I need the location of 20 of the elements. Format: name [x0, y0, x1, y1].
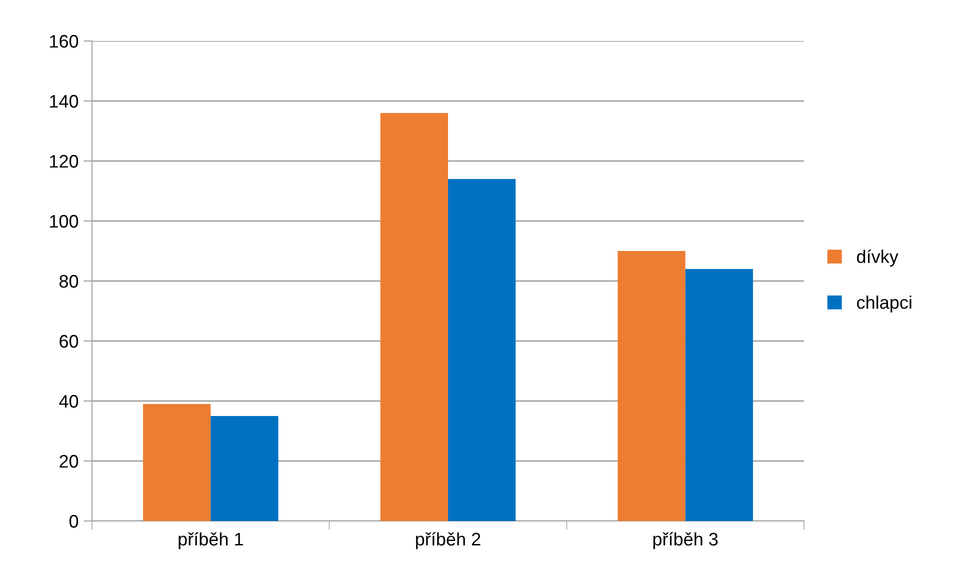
bar — [685, 269, 753, 521]
x-tick-label: příběh 2 — [416, 532, 480, 550]
y-tick-label: 20 — [60, 454, 78, 468]
x-tick-label: příběh 1 — [178, 532, 243, 550]
bar — [380, 113, 448, 521]
legend-label: dívky — [857, 250, 898, 267]
y-tick-label: 40 — [59, 394, 78, 408]
y-tick-label: 140 — [50, 94, 78, 108]
x-tick-label: příběh 3 — [653, 532, 718, 550]
bar — [210, 416, 278, 521]
bar — [618, 251, 686, 521]
bar — [448, 179, 516, 521]
y-tick-label: 80 — [60, 274, 78, 288]
bar — [143, 404, 211, 521]
y-tick-label: 160 — [50, 34, 78, 48]
y-tick-label: 60 — [60, 334, 78, 348]
y-tick-label: 120 — [50, 154, 78, 168]
legend-label: chlapci — [857, 296, 912, 312]
y-tick-label: 0 — [69, 514, 78, 528]
y-tick-label: 100 — [50, 214, 78, 228]
